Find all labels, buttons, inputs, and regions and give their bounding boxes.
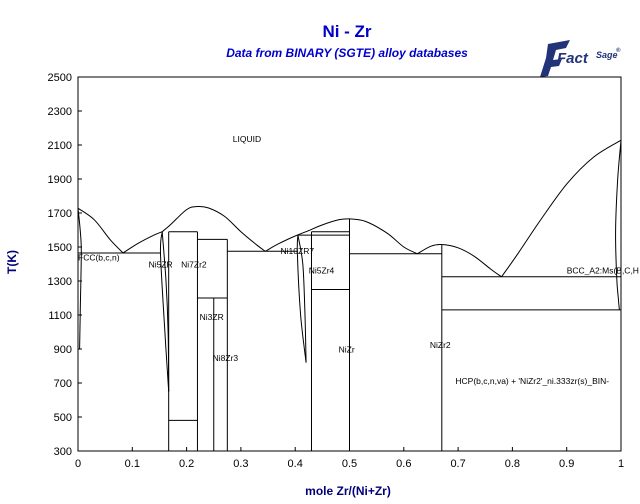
x-tick-label: 0 [75,458,81,470]
x-tick-label: 0.7 [450,458,465,470]
x-tick-label: 0.8 [505,458,520,470]
phase-label: BCC_A2:Ms(B,C,H [567,265,639,275]
phase-label: LIQUID [233,134,261,144]
y-tick-label: 300 [54,446,72,458]
x-tick-label: 0.1 [125,458,140,470]
phase-label: Ni5ZR [149,259,173,269]
liquidus-curve [122,231,163,254]
liquidus-curve [77,207,124,254]
y-tick-label: 2500 [48,72,72,84]
phase-boundaries [77,139,622,451]
liquidus-curve [501,139,622,278]
y-tick-label: 1500 [48,242,72,254]
ni5zr-boundary-curve [159,231,170,392]
x-axis-ticks: 0 0.1 0.2 0.3 0.4 0.5 0.6 0.7 0.8 0.9 1 [75,447,624,470]
ni10zr7-boundary-curve [296,235,307,363]
y-tick-label: 900 [54,344,72,356]
phase-label: Ni7Zr2 [181,259,207,269]
y-tick-label: 2300 [48,106,72,118]
y-tick-label: 1300 [48,276,72,288]
x-tick-label: 0.9 [559,458,574,470]
y-tick-label: 700 [54,378,72,390]
chart-subtitle: Data from BINARY (SGTE) alloy databases [226,46,468,60]
logo-text-main: Fact [557,50,589,67]
logo-text-sup: Sage [596,50,618,60]
logo-mark: ® [616,47,621,54]
y-tick-label: 1900 [48,174,72,186]
phase-label: Ni5Zr4 [309,265,335,275]
phase-label: NiZr2 [430,340,451,350]
phase-label: Ni10ZR7 [281,246,315,256]
y-tick-label: 500 [54,412,72,424]
phase-label: HCP(b,c,n,va) + 'NiZr2'_ni.333zr(s)_BIN- [455,376,609,386]
factsage-logo-icon: Fact Sage ® [540,40,621,77]
ni10zr7-boundary-curve [297,235,307,363]
y-axis-ticks: 300 500 700 900 1100 1300 1500 1700 1900 2100 2300… [48,72,82,458]
liquidus-curve [161,205,266,252]
x-tick-label: 1 [618,458,624,470]
x-tick-label: 0.2 [179,458,194,470]
liquidus-curve [265,218,418,255]
x-tick-label: 0.5 [342,458,357,470]
y-tick-label: 1100 [48,310,72,322]
phase-label: Ni3ZR [200,312,224,322]
y-axis-label: T(K) [5,250,19,274]
x-tick-label: 0.3 [233,458,248,470]
chart-title: Ni - Zr [322,22,371,41]
phase-label: FCC(b,c,n) [78,253,120,263]
x-axis-label: mole Zr/(Ni+Zr) [305,484,391,498]
y-tick-label: 2100 [48,140,72,152]
bcc-solvus-curve [615,140,622,310]
x-tick-label: 0.6 [396,458,411,470]
y-tick-label: 1700 [48,208,72,220]
phase-label: Ni8Zr3 [213,353,239,363]
liquidus-curve [417,243,502,278]
x-tick-label: 0.4 [288,458,303,470]
phase-labels: LIQUID FCC(b,c,n) Ni5ZR Ni7Zr2 Ni3ZR Ni8Zr3 Ni… [78,134,639,386]
phase-label: NiZr [339,344,355,354]
